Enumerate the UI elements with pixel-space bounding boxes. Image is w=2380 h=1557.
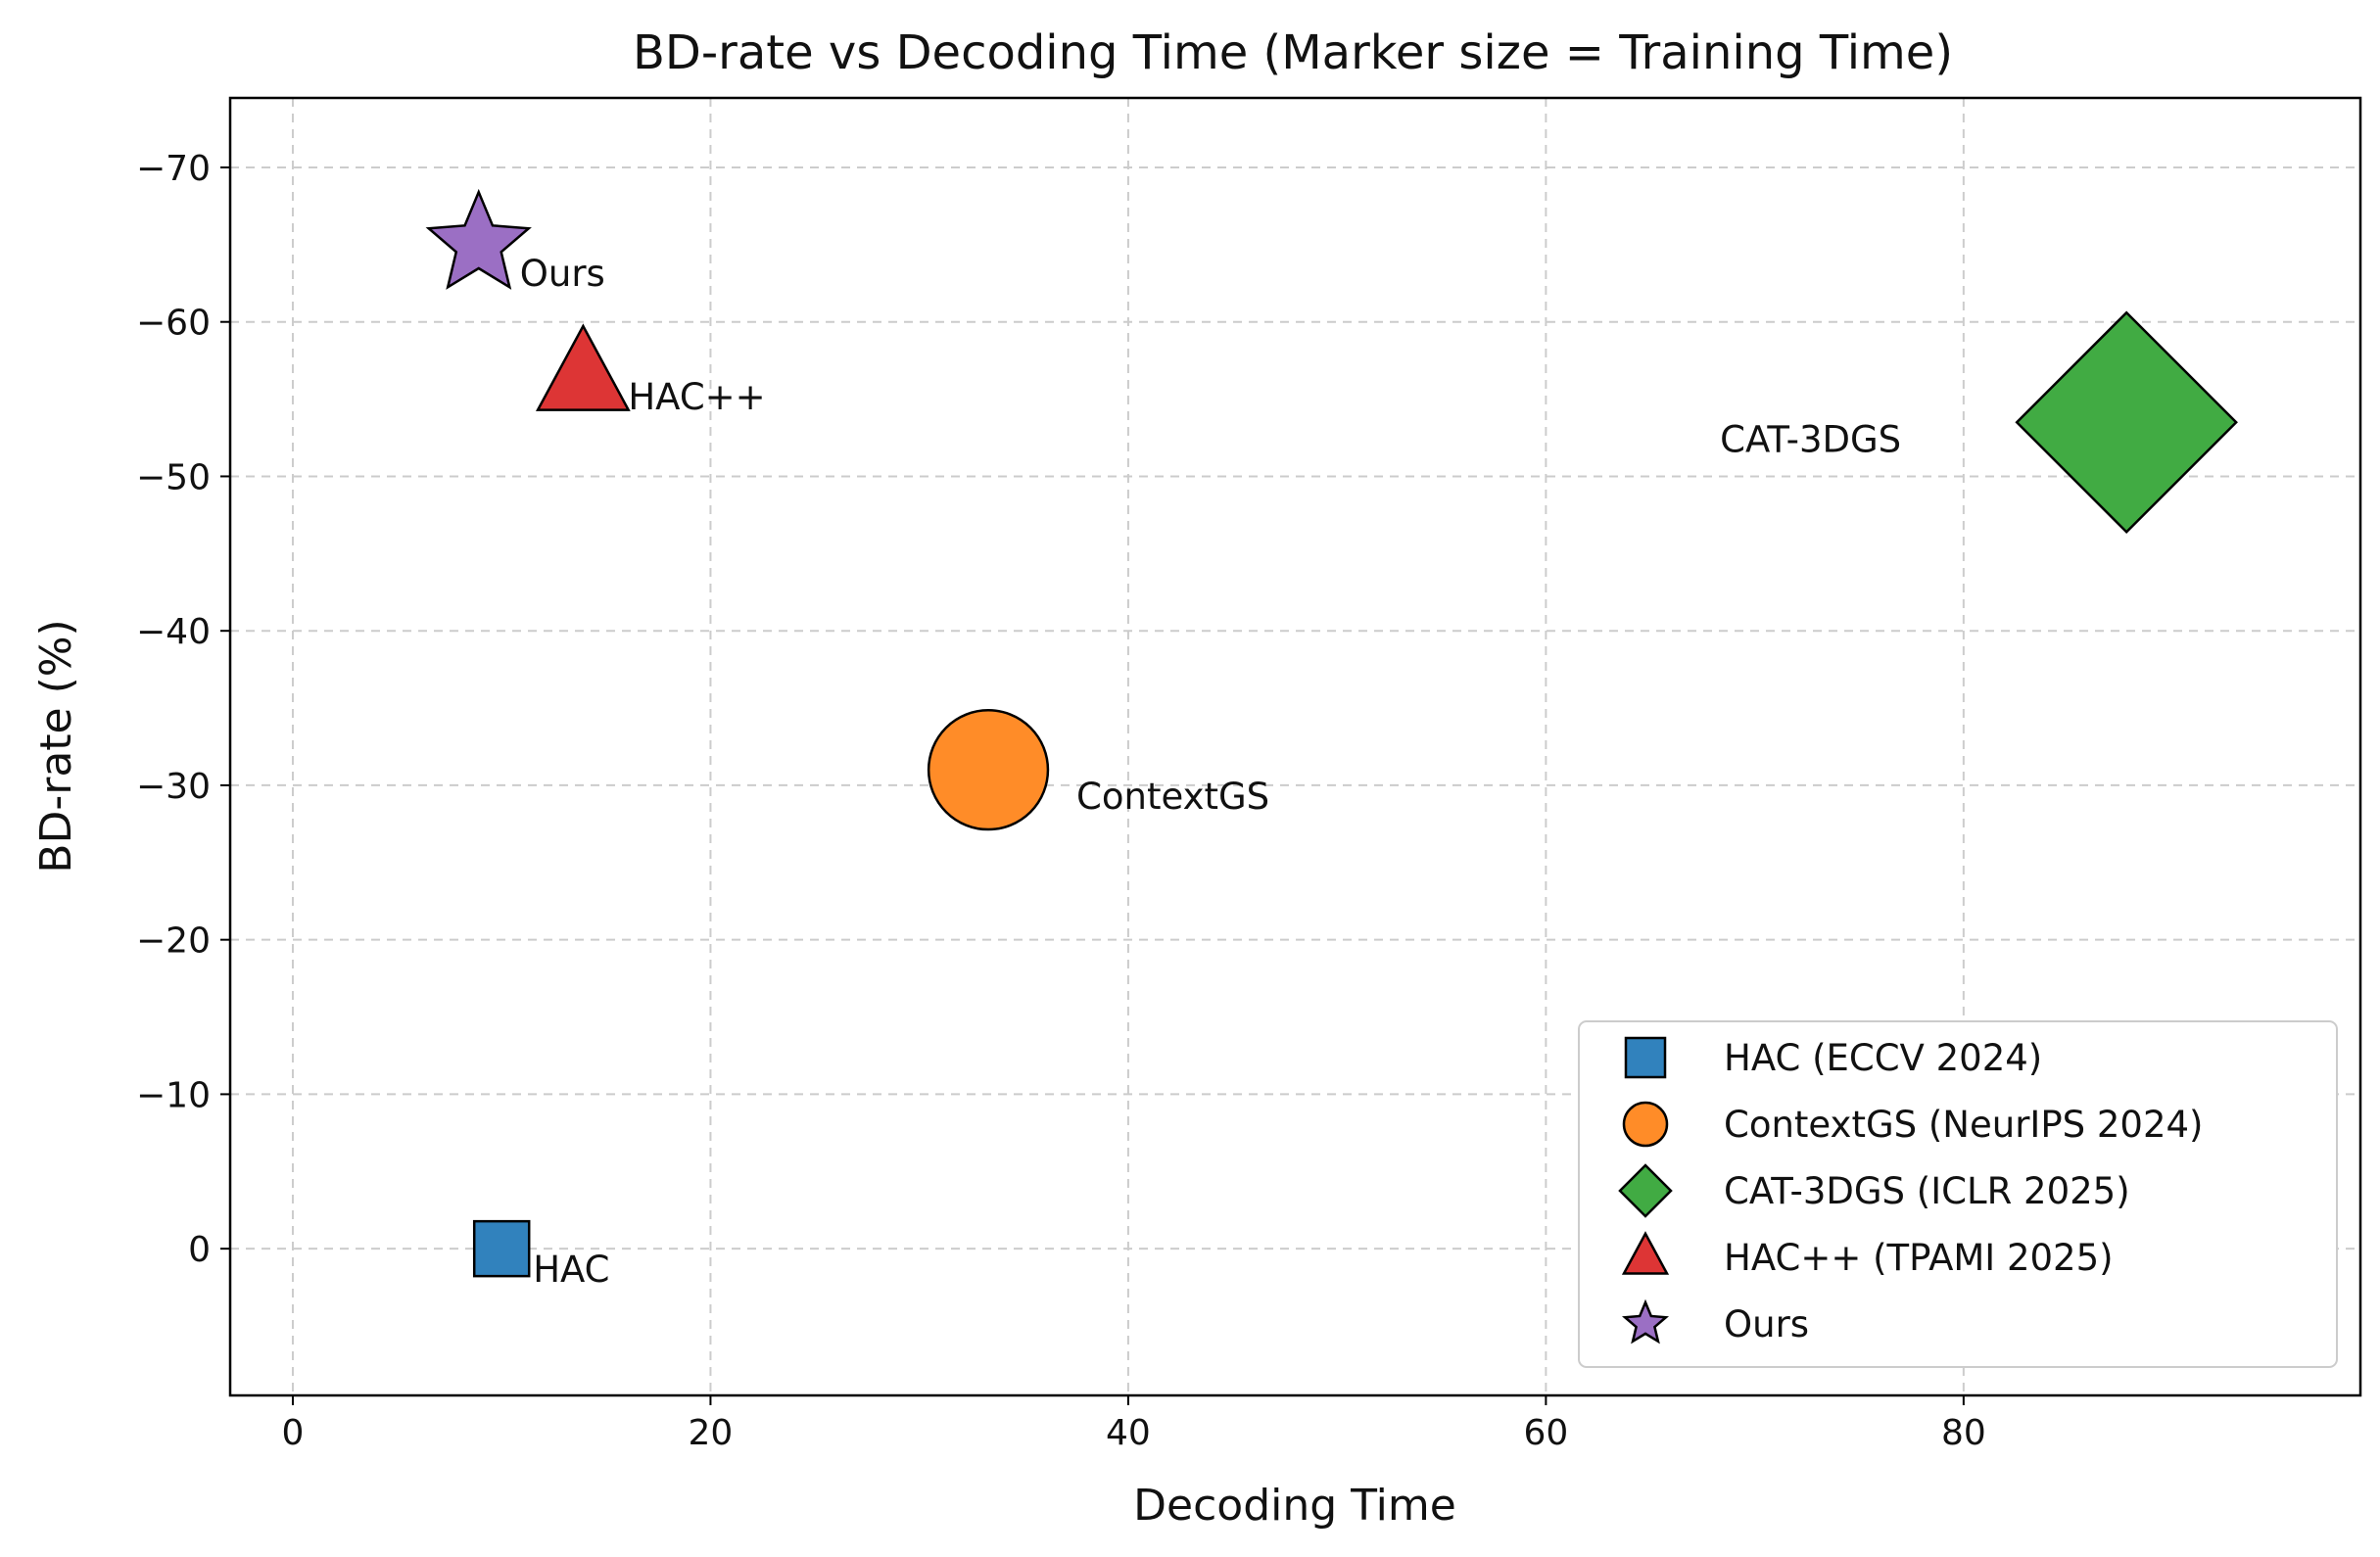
legend-label: HAC++ (TPAMI 2025) — [1724, 1237, 2114, 1279]
x-tick-label: 0 — [282, 1413, 305, 1453]
y-tick-label: −40 — [136, 612, 211, 652]
point-cat-3dgs — [2015, 310, 2238, 535]
annotation-hac-: HAC++ — [628, 376, 765, 418]
legend-marker-cat-3dgs — [1618, 1163, 1673, 1218]
axis-ticks: 0 20 40 60 80 −70 −60 −50 −40 −30 −20 −10 0 — [136, 149, 1986, 1453]
plot-frame — [228, 96, 2362, 1397]
legend-label: HAC (ECCV 2024) — [1724, 1037, 2042, 1079]
annotation-hac: HAC — [533, 1249, 609, 1291]
annotation-cat-3dgs: CAT-3DGS — [1720, 418, 1901, 460]
point-hac- — [535, 323, 631, 411]
y-tick-label: −70 — [136, 149, 211, 189]
point-hac — [472, 1219, 531, 1278]
point-contextgs — [927, 709, 1050, 831]
legend-marker-hac- — [1621, 1231, 1670, 1275]
legend: HAC (ECCV 2024) ContextGS (NeurIPS 2024) C… — [1578, 1020, 2338, 1368]
chart-title: BD-rate vs Decoding Time (Marker size = … — [633, 25, 1953, 80]
legend-marker-contextgs — [1622, 1101, 1669, 1148]
y-tick-label: −20 — [136, 921, 211, 962]
legend-marker-ours — [1621, 1298, 1670, 1345]
legend-label: Ours — [1724, 1303, 1809, 1345]
annotation-ours: Ours — [520, 253, 605, 295]
y-tick-label: 0 — [188, 1230, 211, 1270]
x-tick-label: 60 — [1523, 1413, 1568, 1453]
x-tick-label: 40 — [1106, 1413, 1151, 1453]
y-tick-label: −10 — [136, 1075, 211, 1115]
data-points — [425, 188, 2238, 1278]
annotation-contextgs: ContextGS — [1076, 776, 1269, 818]
y-tick-label: −60 — [136, 304, 211, 344]
point-ours — [425, 188, 532, 290]
legend-label: ContextGS (NeurIPS 2024) — [1724, 1104, 2203, 1146]
legend-items: HAC (ECCV 2024) ContextGS (NeurIPS 2024) C… — [1618, 1036, 2203, 1345]
legend-box — [1578, 1020, 2338, 1368]
legend-marker-hac — [1624, 1036, 1667, 1079]
y-tick-label: −30 — [136, 767, 211, 807]
y-tick-label: −50 — [136, 457, 211, 497]
x-axis-label: Decoding Time — [1133, 1481, 1456, 1531]
y-axis-label: BD-rate (%) — [31, 619, 81, 873]
x-tick-label: 80 — [1941, 1413, 1986, 1453]
x-tick-label: 20 — [689, 1413, 734, 1453]
legend-label: CAT-3DGS (ICLR 2025) — [1724, 1170, 2130, 1212]
point-annotations: HAC ContextGS CAT-3DGS HAC++ Ours — [520, 253, 1901, 1291]
